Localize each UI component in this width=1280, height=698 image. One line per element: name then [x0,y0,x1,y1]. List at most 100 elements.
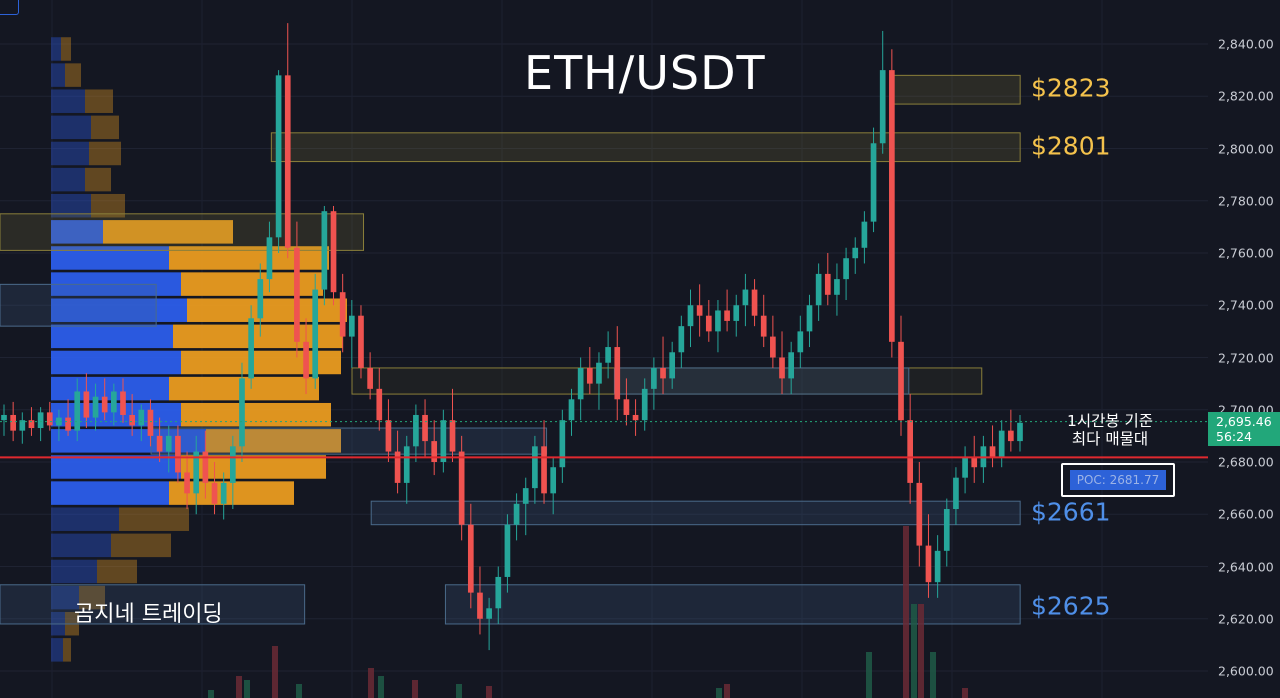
vp-sell-bar [187,298,347,322]
vp-buy-bar [51,533,111,558]
candle-body [550,467,557,494]
candle-body [678,326,685,353]
candle-body [184,472,190,494]
candle-body [660,367,666,379]
price-zone [0,283,157,327]
candle-body [394,451,401,483]
candle-body [532,446,538,489]
volume-bar [272,646,278,698]
candle-body [1017,422,1023,442]
volume-bar [244,680,250,698]
y-axis-tick: 2,780.00 [1218,193,1274,209]
candle-body [934,550,941,583]
vp-sell-bar [103,220,233,244]
vp-sell-bar [85,167,111,192]
price-zone [150,427,548,455]
vp-buy-bar [51,115,91,140]
candle-body [770,336,776,358]
candle-body [266,237,273,280]
candle-body [111,391,117,413]
candle-body [522,488,529,504]
candle-body [101,396,108,413]
price-zone [0,213,365,251]
y-axis-tick: 2,820.00 [1218,88,1274,104]
vp-buy-bar [51,324,173,349]
candle-body [998,430,1005,457]
candle-body [165,435,172,452]
volume-bar [918,604,924,698]
candle-body [513,503,520,525]
candle-body [147,409,154,436]
candle-body [1,414,7,421]
volume-bar [911,604,917,698]
candle-body [175,435,181,473]
candle-body [861,221,868,248]
candle-body [358,315,364,368]
poc-label-box[interactable]: POC: 2681.77 [1061,463,1175,497]
price-zone [351,367,983,395]
candle-body [623,399,630,415]
candle-body [879,70,886,144]
candle-body [19,420,26,431]
candle-body [239,378,245,447]
level-label: $2661 [1031,497,1111,527]
vp-buy-bar [51,220,103,244]
candle-body [962,456,968,478]
watermark: 곰지네 트레이딩 [74,602,223,627]
candle-body [760,315,767,337]
candle-body [779,357,785,379]
candle-body [413,414,419,447]
candle-body [742,289,749,306]
vp-sell-bar [181,350,341,375]
vp-sell-bar [173,324,343,349]
candle-body [92,396,99,418]
candle-body [211,482,218,504]
vp-sell-bar [97,559,137,584]
candle-body [907,420,913,483]
candle-body [596,362,602,384]
candle-body [477,592,483,619]
candle-body [916,482,923,546]
candle-body [559,420,566,468]
candle-body [495,576,502,609]
poc-label: POC: 2681.77 [1069,470,1167,490]
candle-body [257,279,264,319]
candle-body [129,414,135,426]
vp-buy-bar [51,455,181,479]
price-zone [0,584,306,625]
candle-body [65,417,71,431]
volume-bar [236,676,242,698]
volume-bar [208,690,214,698]
y-axis-tick: 2,680.00 [1218,454,1274,470]
candle-body [156,435,163,452]
candle-body [440,420,447,462]
candle-body [330,211,337,293]
y-axis-tick: 2,600.00 [1218,663,1274,679]
vp-sell-bar [61,37,71,61]
candle-body [824,273,831,295]
candle-body [248,318,254,379]
candle-body [486,608,492,619]
candle-body [449,420,456,452]
vp-buy-bar [51,63,65,87]
candle-body [651,367,657,389]
candle-body [834,279,840,295]
corner-marker [0,0,19,15]
candle-body [312,289,319,379]
candle-body [815,273,822,306]
candle-body [120,391,126,415]
volume-bar [930,652,936,698]
candle-body [56,417,62,426]
vp-sell-bar [63,638,71,662]
candle-body [458,451,465,525]
vp-sell-bar [89,141,121,166]
candle-body [138,409,145,426]
volume-bar [378,676,384,698]
volume-bar [903,526,909,698]
volume-bar [486,686,492,698]
candle-body [376,388,383,421]
candle-body [220,482,227,504]
candle-body [46,412,53,426]
candle-body [193,451,200,494]
